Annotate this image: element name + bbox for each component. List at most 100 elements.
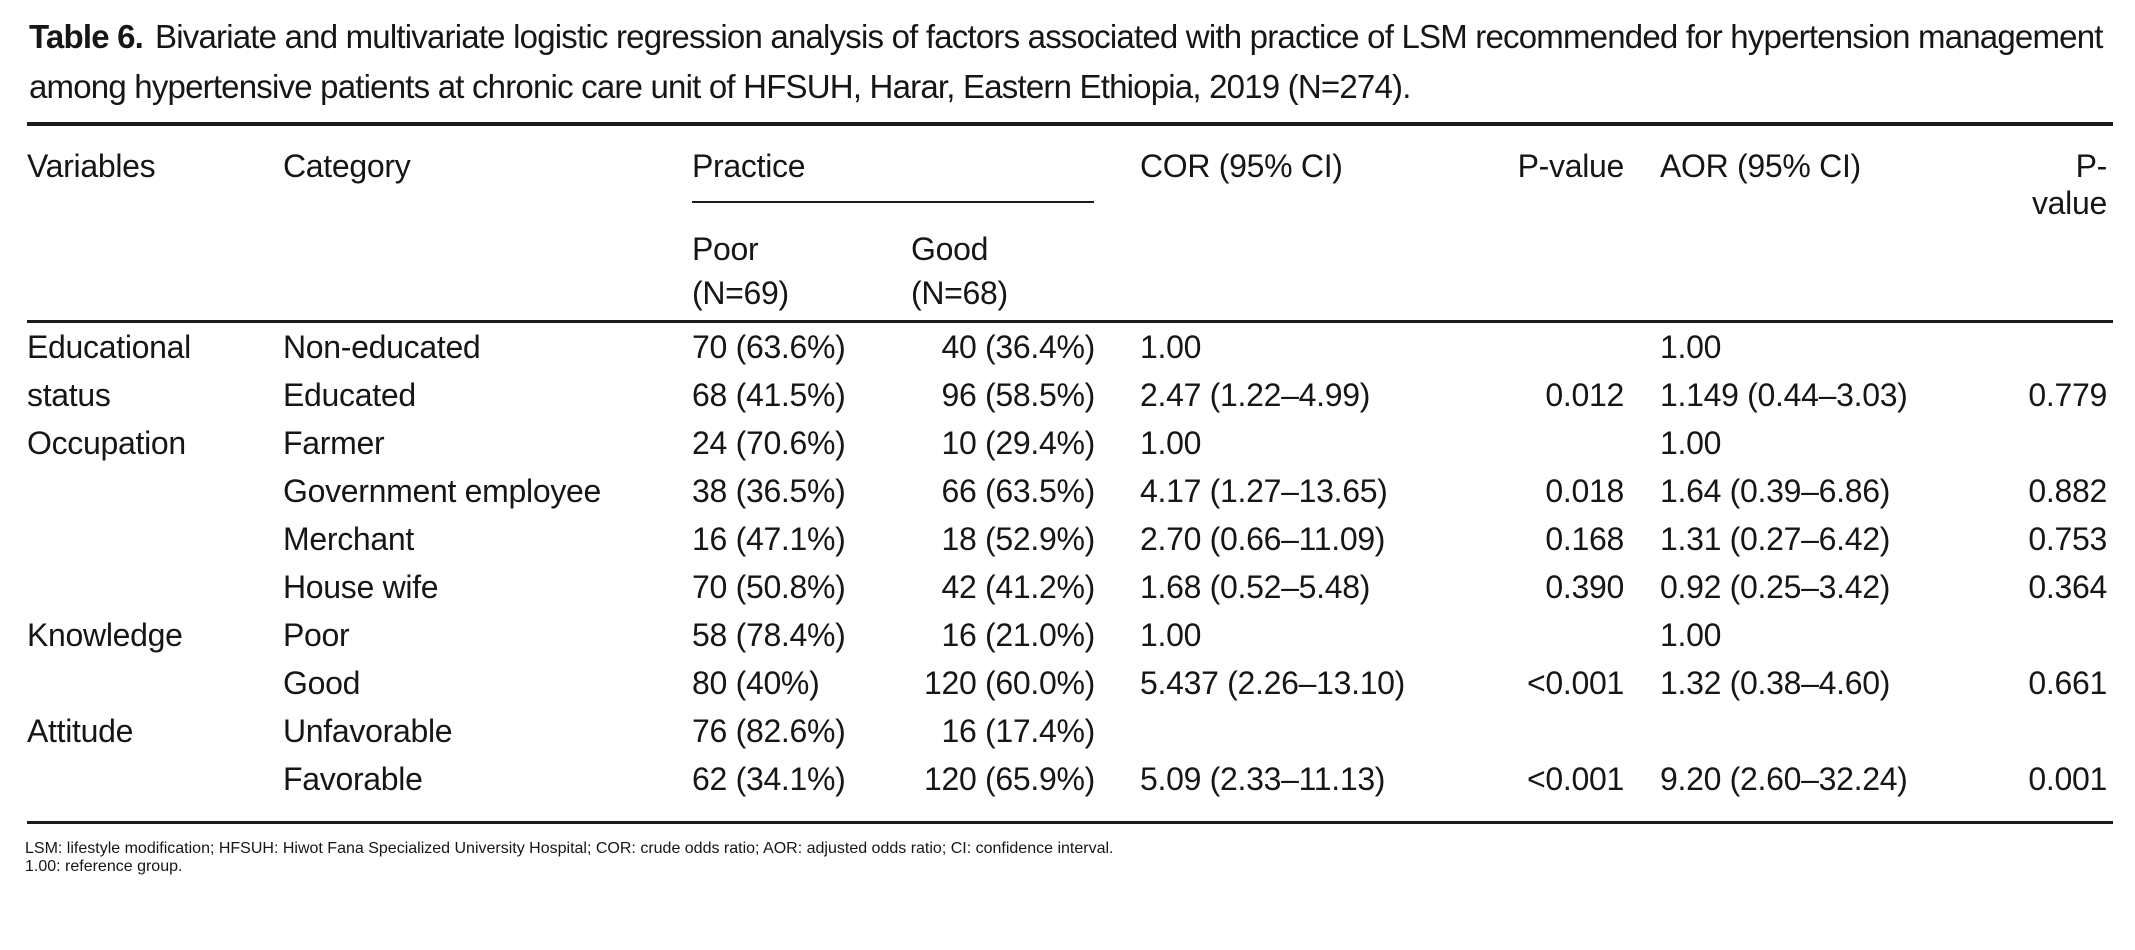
cell-aor bbox=[1660, 707, 2001, 755]
cell-poor: 62 (34.1%) bbox=[692, 760, 846, 797]
cell-poor: 70 (50.8%) bbox=[692, 568, 846, 605]
cell-variable bbox=[27, 515, 283, 563]
cell-p-value-aor bbox=[2001, 319, 2113, 371]
table-row: status Educated 68 (41.5%) 96 (58.5%) 2.47 (… bbox=[27, 371, 2113, 419]
cell-poor: 24 (70.6%) bbox=[692, 424, 846, 461]
cell-good: 16 (17.4%) bbox=[941, 712, 1095, 749]
cell-cor: 2.47 (1.22–4.99) bbox=[1140, 376, 1371, 413]
col-header-category: Category bbox=[283, 148, 411, 184]
cell-category: Favorable bbox=[283, 760, 423, 797]
col-header-good: Good (N=68) bbox=[911, 231, 1008, 311]
footnote-line: LSM: lifestyle modification; HFSUH: Hiwo… bbox=[25, 839, 1114, 857]
table-row: Merchant 16 (47.1%) 18 (52.9%) 2.70 (0.66–1… bbox=[27, 515, 2113, 563]
cell-aor: 1.32 (0.38–4.60) bbox=[1660, 664, 1891, 701]
cell-cor: 1.00 bbox=[1140, 424, 1202, 461]
cell-poor: 80 (40%) bbox=[692, 664, 820, 701]
cell-aor: 1.31 (0.27–6.42) bbox=[1660, 520, 1891, 557]
cell-good: 40 (36.4%) bbox=[911, 319, 1140, 371]
cell-p-value-cor: <0.001 bbox=[1527, 760, 1624, 797]
cell-variable: Educational bbox=[27, 319, 283, 371]
cell-p-value-aor bbox=[2001, 419, 2113, 467]
cell-poor: 16 (47.1%) bbox=[692, 520, 846, 557]
col-header-practice: Practice bbox=[692, 124, 1140, 203]
cell-category: Government employee bbox=[283, 472, 602, 509]
table-row: Educational Non-educated 70 (63.6%) 40 (36.… bbox=[27, 319, 2113, 371]
cell-category: Merchant bbox=[283, 520, 414, 557]
cell-p-value-cor: 0.390 bbox=[1545, 568, 1624, 605]
cell-cor: 2.70 (0.66–11.09) bbox=[1140, 520, 1386, 557]
cell-aor: 1.00 bbox=[1660, 424, 1722, 461]
cell-p-value-aor bbox=[2001, 611, 2113, 659]
cell-aor: 0.92 (0.25–3.42) bbox=[1660, 568, 1891, 605]
table-header: Variables Category Practice COR (95% CI)… bbox=[27, 124, 2113, 321]
table-caption-label: Table 6. bbox=[29, 18, 144, 55]
cell-category: Non-educated bbox=[283, 319, 692, 371]
cell-p-value-aor: 0.661 bbox=[2028, 664, 2107, 701]
header-row-main: Variables Category Practice COR (95% CI)… bbox=[27, 124, 2113, 221]
practice-spanner-label: Practice bbox=[692, 148, 1094, 203]
col-header-variables: Variables bbox=[27, 148, 156, 184]
cell-cor: 1.00 bbox=[1140, 616, 1202, 653]
table-row: House wife 70 (50.8%) 42 (41.2%) 1.68 (0.52… bbox=[27, 563, 2113, 611]
cell-aor: 1.00 bbox=[1660, 616, 1722, 653]
cell-p-value-cor bbox=[1500, 419, 1660, 467]
footnote-line: 1.00: reference group. bbox=[25, 857, 183, 875]
cell-variable: Knowledge bbox=[27, 616, 183, 653]
cell-good: 120 (60.0%) bbox=[923, 664, 1095, 701]
cell-variable bbox=[27, 755, 283, 823]
cell-variable bbox=[27, 563, 283, 611]
header-row-practice-sub: Poor (N=69) Good (N=68) bbox=[27, 203, 2113, 321]
col-header-aor: AOR (95% CI) bbox=[1660, 148, 1861, 184]
cell-variable bbox=[27, 659, 283, 707]
cell-good: 66 (63.5%) bbox=[941, 472, 1095, 509]
cell-aor: 1.00 bbox=[1660, 319, 2001, 371]
cell-cor: 1.68 (0.52–5.48) bbox=[1140, 568, 1371, 605]
cell-good: 96 (58.5%) bbox=[941, 376, 1095, 413]
cell-category: Farmer bbox=[283, 424, 385, 461]
col-header-poor: Poor (N=69) bbox=[692, 231, 789, 311]
cell-p-value-cor bbox=[1500, 319, 1660, 371]
cell-category: House wife bbox=[283, 568, 439, 605]
cell-p-value-cor bbox=[1500, 611, 1660, 659]
table-caption: Table 6. Bivariate and multivariate logis… bbox=[29, 12, 2119, 112]
table-row: Occupation Farmer 24 (70.6%) 10 (29.4%) 1.00… bbox=[27, 419, 2113, 467]
table-row: Knowledge Poor 58 (78.4%) 16 (21.0%) 1.00 1.0… bbox=[27, 611, 2113, 659]
cell-poor: 38 (36.5%) bbox=[692, 472, 846, 509]
cell-p-value-aor: 0.753 bbox=[2028, 520, 2107, 557]
cell-good: 120 (65.9%) bbox=[923, 760, 1095, 797]
cell-variable: status bbox=[27, 376, 111, 413]
col-header-cor: COR (95% CI) bbox=[1140, 148, 1343, 184]
cell-poor: 76 (82.6%) bbox=[692, 712, 846, 749]
cell-category: Educated bbox=[283, 376, 416, 413]
cell-category: Unfavorable bbox=[283, 712, 453, 749]
cell-p-value-aor: 0.882 bbox=[2028, 472, 2107, 509]
table-row: Government employee 38 (36.5%) 66 (63.5%) 4… bbox=[27, 467, 2113, 515]
cell-cor: 1.00 bbox=[1140, 319, 1500, 371]
cell-cor: 4.17 (1.27–13.65) bbox=[1140, 472, 1388, 509]
cell-aor: 1.64 (0.39–6.86) bbox=[1660, 472, 1891, 509]
cell-good: 16 (21.0%) bbox=[941, 616, 1095, 653]
cell-poor: 58 (78.4%) bbox=[692, 616, 846, 653]
table-row: Attitude Unfavorable 76 (82.6%) 16 (17.4%) bbox=[27, 707, 2113, 755]
cell-poor: 68 (41.5%) bbox=[692, 376, 846, 413]
table-row: Favorable 62 (34.1%) 120 (65.9%) 5.09 (2.33… bbox=[27, 755, 2113, 823]
cell-p-value-aor: 0.364 bbox=[2028, 568, 2107, 605]
regression-table: Variables Category Practice COR (95% CI)… bbox=[27, 122, 2113, 824]
cell-p-value-cor: <0.001 bbox=[1527, 664, 1624, 701]
cell-good: 42 (41.2%) bbox=[941, 568, 1095, 605]
cell-p-value-cor bbox=[1500, 707, 1660, 755]
table-row: Good 80 (40%) 120 (60.0%) 5.437 (2.26–13.10… bbox=[27, 659, 2113, 707]
cell-aor: 9.20 (2.60–32.24) bbox=[1660, 760, 1908, 797]
cell-p-value-aor bbox=[2001, 707, 2113, 755]
cell-cor: 5.09 (2.33–11.13) bbox=[1140, 760, 1386, 797]
cell-aor: 1.149 (0.44–3.03) bbox=[1660, 376, 1908, 413]
cell-variable: Occupation bbox=[27, 424, 186, 461]
cell-variable bbox=[27, 467, 283, 515]
cell-good: 10 (29.4%) bbox=[941, 424, 1095, 461]
col-header-pvalue-cor: P-value bbox=[1517, 148, 1625, 184]
cell-p-value-aor: 0.779 bbox=[2028, 376, 2107, 413]
cell-poor: 70 (63.6%) bbox=[692, 319, 911, 371]
cell-cor: 5.437 (2.26–13.10) bbox=[1140, 664, 1406, 701]
col-header-pvalue-aor: P-value bbox=[2031, 148, 2107, 221]
